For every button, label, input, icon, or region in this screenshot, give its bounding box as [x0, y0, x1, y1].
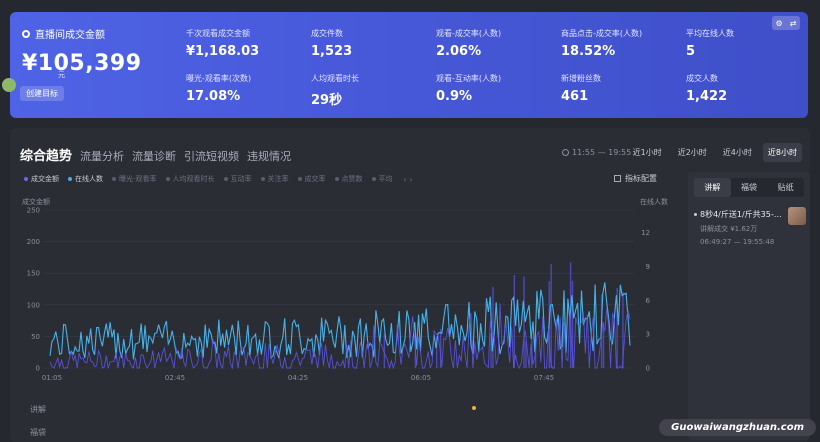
- swap-icon: ⇄: [789, 18, 797, 28]
- stat-item: 人均观看时长 29秒: [311, 74, 359, 108]
- gmv-spike-bar: [439, 328, 442, 368]
- stat-item: 观看-成交率(人数) 2.06%: [436, 29, 502, 59]
- explain-row-label: 讲解: [30, 405, 46, 414]
- range-buttons: 近1小时 近2小时 近4小时 近8小时: [622, 143, 802, 162]
- stats-banner: 直播间成交金额 ¥105,399 元 创建目标 ⚙ ⇄ 千次观看成交金额 ¥1,…: [10, 12, 808, 118]
- product-time: 06:49:27 — 19:55:48: [700, 238, 775, 246]
- y2-tick-label: 6: [646, 297, 651, 305]
- stat-item: 成交人数 1,422: [686, 74, 728, 104]
- main-metric-value: ¥105,399: [22, 51, 142, 76]
- y2-tick-label: 0: [646, 365, 650, 373]
- gmv-spike-bar: [513, 275, 516, 368]
- gmv-spike-bar: [492, 286, 494, 368]
- tab-violations[interactable]: 违规情况: [247, 150, 292, 163]
- x-tick-label: 06:05: [411, 374, 431, 382]
- time-range: 11:55 — 19:55: [562, 148, 631, 157]
- trend-chart-svg: 成交金额 在线人数 0 50 100 150 200 250 0 3 6 9 12 01:05 02…: [22, 197, 668, 426]
- y2-axis-label: 在线人数: [640, 197, 668, 206]
- right-sidebar: 讲解 福袋 贴纸 8秒4/斤送1/斤共35-4... 讲解成交 ¥1.62万 0…: [688, 172, 810, 440]
- watermark: Guowaiwangzhuan.com: [659, 419, 816, 436]
- y2-tick-label: 9: [646, 263, 650, 271]
- sidebar-tab-sticker[interactable]: 贴纸: [777, 183, 794, 192]
- create-goal-button[interactable]: 创建目标: [20, 86, 64, 101]
- record-icon: [22, 29, 30, 38]
- gmv-spike-bar: [622, 291, 624, 368]
- x-tick-label: 02:45: [165, 374, 185, 382]
- y-tick-label: 150: [27, 270, 40, 278]
- y-tick-label: 50: [31, 333, 40, 341]
- y-axis-label: 成交金额: [22, 197, 50, 206]
- x-tick-label: 01:05: [42, 374, 62, 382]
- legend-item[interactable]: 平均: [371, 174, 393, 184]
- tab-traffic-analysis[interactable]: 流量分析: [80, 150, 125, 163]
- legend-item[interactable]: 成交率: [297, 174, 326, 184]
- stat-item: 新增粉丝数 461: [561, 74, 601, 104]
- sidebar-tab-explain[interactable]: 讲解: [694, 178, 731, 197]
- main-metric-unit: 元: [58, 71, 65, 79]
- x-tick-label: 07:45: [534, 374, 554, 382]
- gmv-spike-bar: [602, 322, 605, 368]
- metric-config-button[interactable]: 指标配置: [614, 173, 657, 184]
- legend-scroll-arrows[interactable]: ‹ ›: [403, 174, 413, 184]
- config-icon: [614, 175, 621, 182]
- timeline-marker[interactable]: [472, 406, 476, 410]
- gmv-spike-bar: [523, 276, 525, 368]
- sidebar-tabs: 讲解 福袋 贴纸: [694, 178, 804, 197]
- stat-item: 曝光-观看率(次数) 17.08%: [186, 74, 252, 104]
- y-tick-label: 100: [27, 301, 40, 309]
- main-metric: 直播间成交金额 ¥105,399: [22, 26, 142, 76]
- y-tick-label: 200: [27, 238, 40, 246]
- range-1h-button[interactable]: 近1小时: [632, 148, 662, 157]
- gmv-spike-bar: [616, 288, 618, 368]
- tab-traffic-diagnosis[interactable]: 流量诊断: [132, 150, 177, 163]
- timeline-labels: 讲解 福袋: [30, 404, 46, 442]
- legend-item[interactable]: 在线人数: [68, 174, 103, 184]
- tab-overall-trend[interactable]: 综合趋势: [20, 149, 73, 164]
- tab-short-video[interactable]: 引流短视频: [184, 150, 240, 163]
- lucky-bag-row-label: 福袋: [30, 428, 46, 437]
- y2-tick-label: 12: [641, 229, 650, 237]
- legend-item[interactable]: 曝光-观看率: [112, 174, 157, 184]
- product-thumbnail: [788, 207, 806, 225]
- gmv-spike-bar: [525, 341, 527, 368]
- product-list-item[interactable]: 8秒4/斤送1/斤共35-4... 讲解成交 ¥1.62万 06:49:27 —…: [694, 207, 806, 246]
- series-gmv-line: [49, 303, 631, 370]
- product-title: 8秒4/斤送1/斤共35-4...: [694, 209, 784, 220]
- clock-icon: [562, 149, 569, 156]
- range-8h-button[interactable]: 近8小时: [762, 143, 802, 162]
- trend-panel: 综合趋势 流量分析 流量诊断 引流短视频 违规情况 11:55 — 19:55 …: [10, 128, 810, 442]
- legend-item[interactable]: 人均观看时长: [165, 174, 215, 184]
- banner-settings-button[interactable]: ⚙ ⇄: [772, 16, 800, 30]
- legend-item[interactable]: 互动率: [223, 174, 252, 184]
- gmv-spike-bar: [383, 333, 386, 368]
- stat-item: 千次观看成交金额 ¥1,168.03: [186, 29, 260, 59]
- y-tick-label: 250: [27, 207, 40, 215]
- gmv-spike-bar: [571, 280, 574, 368]
- sidebar-tab-lucky-bag[interactable]: 福袋: [741, 183, 757, 192]
- trend-chart: 成交金额 在线人数 0 50 100 150 200 250 0 3 6 9 12 01:05 02…: [10, 190, 680, 426]
- product-sales: 讲解成交 ¥1.62万: [700, 225, 758, 233]
- main-metric-label: 直播间成交金额: [35, 30, 105, 41]
- legend-item[interactable]: 关注率: [260, 174, 289, 184]
- cursor-indicator: [2, 78, 16, 92]
- stat-item: 商品点击-成交率(人数) 18.52%: [561, 29, 643, 59]
- chart-legend: 成交金额 在线人数 曝光-观看率 人均观看时长 互动率 关注率 成交率 点赞数 …: [24, 174, 412, 184]
- x-tick-label: 04:25: [288, 374, 308, 382]
- range-2h-button[interactable]: 近2小时: [677, 148, 707, 157]
- stat-item: 平均在线人数 5: [686, 29, 734, 59]
- range-4h-button[interactable]: 近4小时: [722, 148, 752, 157]
- legend-item[interactable]: 成交金额: [24, 174, 59, 184]
- y2-tick-label: 3: [646, 331, 650, 339]
- stat-item: 成交件数 1,523: [311, 29, 353, 59]
- stat-item: 观看-互动率(人数) 0.9%: [436, 74, 502, 104]
- trend-tabs: 综合趋势 流量分析 流量诊断 引流短视频 违规情况: [20, 145, 299, 164]
- y-tick-label: 0: [36, 365, 40, 373]
- legend-item[interactable]: 点赞数: [334, 174, 363, 184]
- gmv-spike-bar: [436, 335, 438, 368]
- series-online-users-line: [49, 282, 631, 360]
- gmv-spike-bar: [550, 264, 552, 368]
- gmv-spike-bar: [490, 333, 492, 368]
- gear-icon: ⚙: [775, 18, 783, 28]
